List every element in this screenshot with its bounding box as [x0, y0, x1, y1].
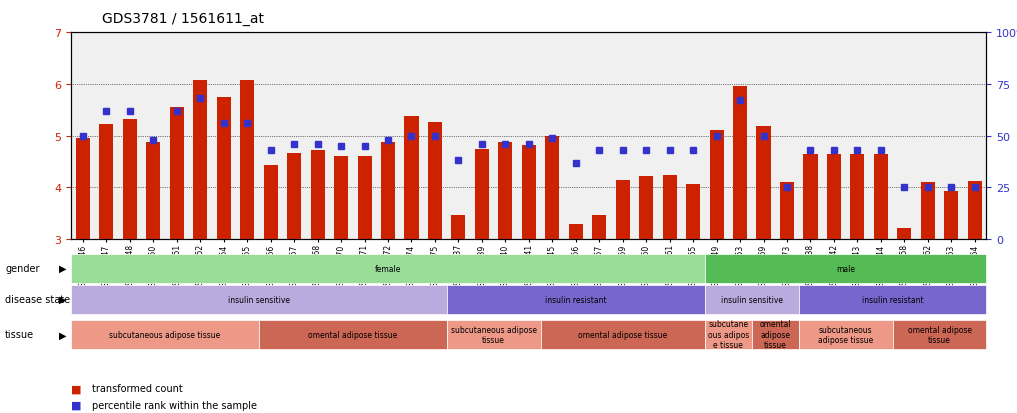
Bar — [334, 157, 348, 240]
Bar — [663, 176, 676, 240]
Bar — [358, 157, 371, 240]
Bar — [710, 131, 724, 240]
Bar — [310, 151, 324, 240]
Bar — [100, 125, 114, 240]
Bar — [803, 154, 818, 240]
Bar — [569, 224, 583, 240]
Bar — [757, 127, 771, 240]
Bar — [827, 154, 841, 240]
Text: subcutane
ous adipos
e tissue: subcutane ous adipos e tissue — [708, 320, 749, 349]
Text: ▶: ▶ — [59, 330, 66, 339]
Bar — [287, 153, 301, 240]
Bar — [897, 228, 911, 240]
Text: ■: ■ — [71, 400, 81, 410]
Text: omental adipose
tissue: omental adipose tissue — [907, 325, 971, 344]
Text: subcutaneous
adipose tissue: subcutaneous adipose tissue — [818, 325, 874, 344]
Bar — [615, 180, 630, 240]
Bar — [452, 215, 466, 240]
Bar — [850, 154, 864, 240]
Bar — [522, 146, 536, 240]
Text: insulin sensitive: insulin sensitive — [721, 295, 783, 304]
Text: insulin sensitive: insulin sensitive — [228, 295, 290, 304]
Bar — [639, 177, 653, 240]
Bar — [733, 87, 747, 240]
Bar — [76, 139, 89, 240]
Bar — [381, 142, 395, 240]
Text: ■: ■ — [71, 383, 81, 393]
Text: disease state: disease state — [5, 294, 70, 304]
Bar — [217, 97, 231, 240]
Bar — [874, 154, 888, 240]
Text: subcutaneous adipose
tissue: subcutaneous adipose tissue — [451, 325, 537, 344]
Text: subcutaneous adipose tissue: subcutaneous adipose tissue — [110, 330, 221, 339]
Bar — [944, 192, 958, 240]
Bar — [592, 215, 606, 240]
Bar — [170, 108, 184, 240]
Bar — [428, 122, 442, 240]
Text: GDS3781 / 1561611_at: GDS3781 / 1561611_at — [102, 12, 263, 26]
Text: omental
adipose
tissue: omental adipose tissue — [760, 320, 791, 349]
Text: insulin resistant: insulin resistant — [545, 295, 606, 304]
Bar — [686, 184, 700, 240]
Text: gender: gender — [5, 263, 40, 273]
Bar — [475, 149, 489, 240]
Bar — [123, 120, 137, 240]
Bar — [240, 81, 254, 240]
Text: female: female — [375, 264, 402, 273]
Bar — [920, 183, 935, 240]
Bar — [193, 81, 207, 240]
Text: transformed count: transformed count — [92, 383, 182, 393]
Bar — [405, 116, 419, 240]
Text: male: male — [836, 264, 855, 273]
Text: omental adipose tissue: omental adipose tissue — [578, 330, 667, 339]
Bar — [146, 142, 161, 240]
Bar — [968, 181, 981, 240]
Bar — [780, 183, 794, 240]
Text: tissue: tissue — [5, 330, 35, 339]
Text: percentile rank within the sample: percentile rank within the sample — [92, 400, 256, 410]
Text: ▶: ▶ — [59, 294, 66, 304]
Text: omental adipose tissue: omental adipose tissue — [308, 330, 398, 339]
Bar — [263, 166, 278, 240]
Bar — [498, 143, 513, 240]
Bar — [545, 136, 559, 240]
Text: insulin resistant: insulin resistant — [861, 295, 923, 304]
Text: ▶: ▶ — [59, 263, 66, 273]
